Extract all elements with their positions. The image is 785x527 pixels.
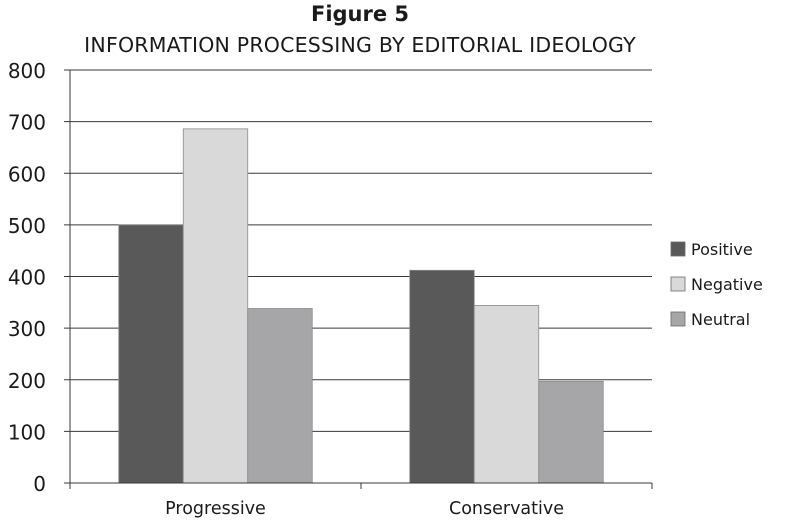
y-tick-label: 800: [8, 59, 46, 83]
y-tick-label: 200: [8, 369, 46, 393]
bar-negative-progressive: [182, 128, 249, 484]
y-axis-ticks: 0 100 200 300 400 500 600 700 800: [8, 59, 70, 496]
legend-label-negative: Negative: [691, 275, 763, 294]
legend-label-positive: Positive: [691, 240, 753, 259]
y-tick-label: 600: [8, 162, 46, 186]
chart-title: INFORMATION PROCESSING BY EDITORIAL IDEO…: [84, 33, 636, 57]
x-axis-ticks: Progressive Conservative: [69, 483, 653, 519]
bars: [118, 128, 604, 484]
legend-swatch-negative: [670, 276, 686, 292]
y-tick-label: 100: [8, 420, 46, 444]
bar-positive-progressive: [118, 224, 184, 484]
legend-swatch-positive: [670, 241, 686, 257]
x-tick-label: Progressive: [165, 499, 266, 519]
x-tick-label: Conservative: [449, 499, 564, 519]
bar-positive-conservative: [409, 269, 475, 484]
y-tick-label: 300: [8, 317, 46, 341]
bar-neutral-progressive: [247, 308, 313, 484]
legend-label-neutral: Neutral: [691, 310, 750, 329]
y-tick-label: 400: [8, 266, 46, 290]
figure-title: Figure 5: [310, 2, 410, 26]
y-tick-label: 500: [8, 214, 46, 238]
y-tick-label: 700: [8, 111, 46, 135]
legend-swatch-neutral: [670, 311, 686, 327]
bar-neutral-conservative: [538, 380, 604, 484]
y-tick-label: 0: [33, 472, 46, 496]
bar-negative-conservative: [473, 305, 540, 484]
legend: Positive Negative Neutral: [670, 240, 763, 329]
